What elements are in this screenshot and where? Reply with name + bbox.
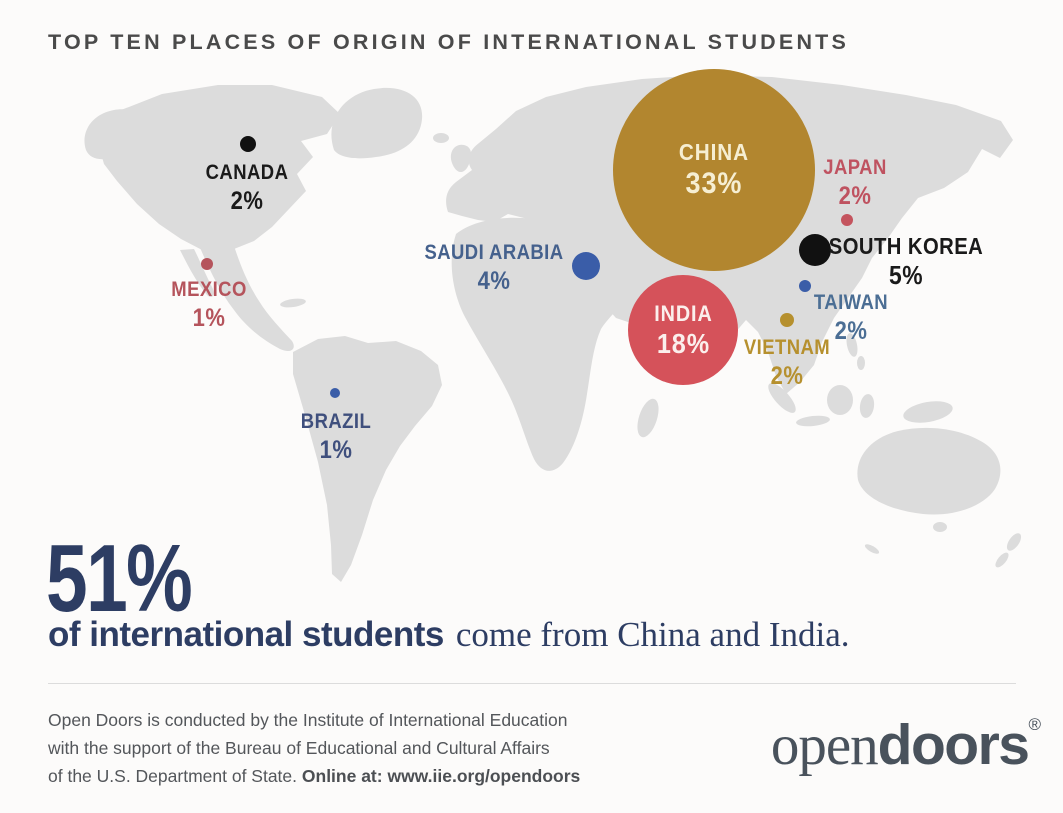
country-pct-taiwan: 2% (834, 317, 868, 345)
country-name-south-korea: SOUTH KOREA (828, 233, 984, 259)
stat-caption: of international students come from China… (48, 615, 850, 655)
country-dot-japan (841, 214, 853, 226)
country-name-china: CHINA (678, 139, 750, 165)
country-pct-vietnam: 2% (770, 362, 804, 390)
country-name-mexico: MEXICO (171, 278, 247, 301)
country-name-vietnam: VIETNAM (743, 336, 831, 359)
footer-line-3-text: of the U.S. Department of State. (48, 766, 302, 786)
footer-divider (48, 683, 1016, 684)
country-pct-mexico: 1% (192, 304, 226, 332)
country-dot-south-korea (799, 234, 831, 266)
country-dot-mexico (201, 258, 213, 270)
country-label-mexico: MEXICO 1% (171, 276, 247, 333)
country-label-china: CHINA 33% (679, 141, 749, 199)
country-pct-saudi-arabia: 4% (477, 267, 511, 295)
opendoors-logo: opendoors® (771, 712, 1041, 778)
country-pct-south-korea: 5% (889, 260, 923, 290)
country-name-taiwan: TAIWAN (813, 291, 889, 314)
country-dot-brazil (330, 388, 340, 398)
country-pct-china: 33% (685, 167, 743, 200)
country-name-saudi-arabia: SAUDI ARABIA (424, 241, 564, 264)
stat-caption-serif: come from China and India. (455, 615, 850, 654)
footer-line-2: with the support of the Bureau of Educat… (48, 738, 550, 758)
country-name-india: INDIA (653, 300, 713, 326)
country-dot-vietnam (780, 313, 794, 327)
country-pct-india: 18% (656, 327, 710, 359)
country-pct-japan: 2% (838, 182, 872, 210)
country-label-taiwan: TAIWAN 2% (814, 289, 888, 346)
page-title: TOP TEN PLACES OF ORIGIN OF INTERNATIONA… (48, 30, 850, 54)
footer-line-1: Open Doors is conducted by the Institute… (48, 710, 568, 730)
country-dot-canada (240, 136, 256, 152)
stat-percentage: 51% (46, 525, 193, 632)
country-label-japan: JAPAN 2% (823, 154, 886, 211)
registered-trademark-icon: ® (1028, 715, 1041, 734)
country-label-canada: CANADA 2% (206, 159, 289, 216)
footer-url: Online at: www.iie.org/opendoors (301, 766, 581, 786)
country-name-brazil: BRAZIL (300, 410, 372, 433)
country-dot-saudi-arabia (572, 252, 600, 280)
footer-line-3: of the U.S. Department of State. Online … (48, 762, 580, 790)
country-label-india: INDIA 18% (653, 300, 713, 359)
stat-caption-bold: of international students (48, 615, 444, 654)
country-pct-brazil: 1% (319, 436, 353, 464)
country-dot-taiwan (799, 280, 811, 292)
country-bubble-china: CHINA 33% (613, 69, 815, 271)
country-label-vietnam: VIETNAM 2% (744, 334, 830, 391)
logo-doors-text: doors (877, 713, 1030, 777)
logo-open-text: open (770, 714, 879, 777)
country-name-canada: CANADA (205, 161, 289, 184)
country-label-brazil: BRAZIL 1% (301, 408, 371, 465)
country-label-saudi-arabia: SAUDI ARABIA 4% (424, 239, 563, 296)
footer-attribution: Open Doors is conducted by the Institute… (48, 706, 580, 790)
country-bubble-india: INDIA 18% (628, 275, 738, 385)
country-label-south-korea: SOUTH KOREA 5% (829, 233, 983, 290)
country-name-japan: JAPAN (823, 156, 887, 179)
country-pct-canada: 2% (230, 187, 264, 215)
